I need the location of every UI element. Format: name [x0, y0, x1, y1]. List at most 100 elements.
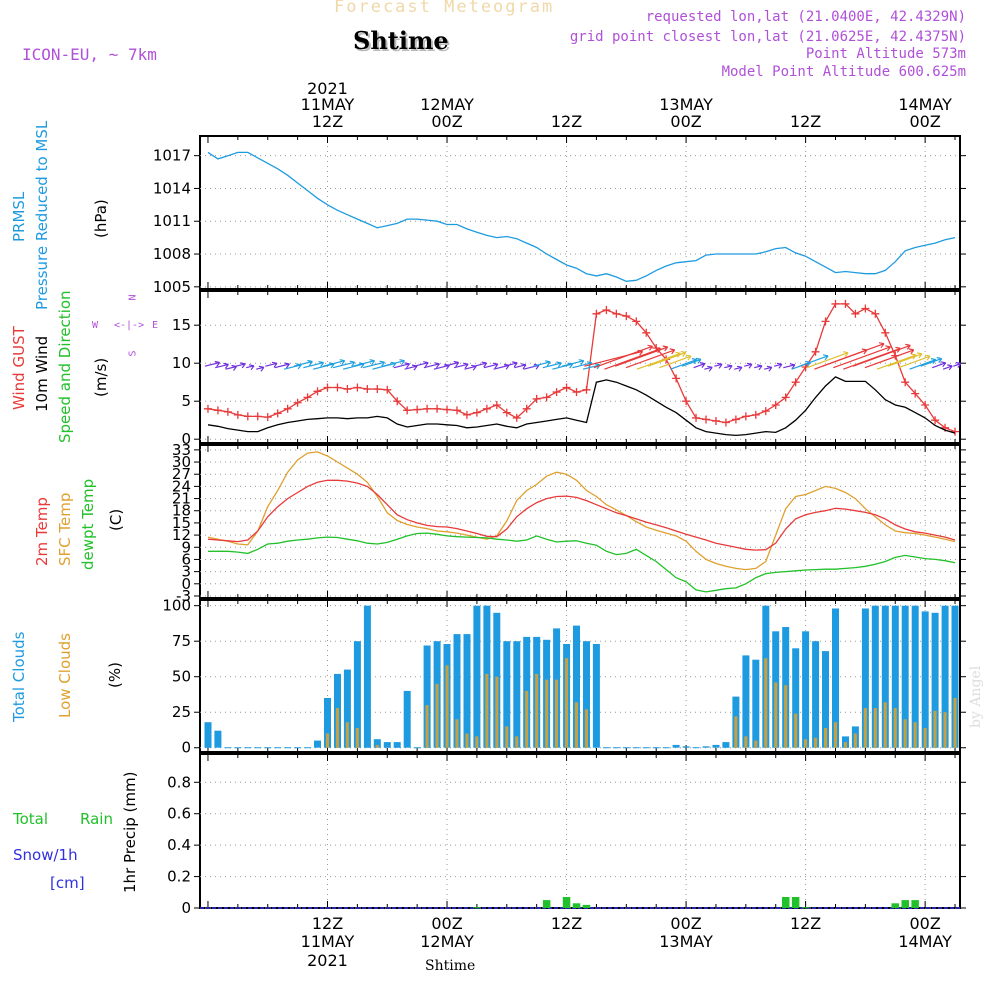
total-cloud-bar [702, 746, 710, 748]
y-tick-label: 0 [181, 575, 191, 593]
gust-marker [572, 388, 581, 397]
gust-marker [771, 401, 780, 409]
low-cloud-bar [953, 698, 957, 748]
low-cloud-bar [325, 733, 329, 748]
wind-direction-arrow [393, 362, 410, 369]
gust-marker [642, 328, 651, 337]
gust-marker [482, 404, 491, 413]
wind-direction-arrow [806, 351, 849, 369]
wind-direction-arrow [614, 345, 669, 367]
total-cloud-bar [672, 744, 680, 748]
y-tick-label: 21 [172, 490, 191, 508]
low-cloud-bar [485, 673, 489, 748]
bottom-tick-label: 12Z [312, 914, 343, 933]
rain-bar [572, 903, 581, 908]
compass-rose: W <-|-> E N S [92, 292, 158, 362]
snow-label: Snow/1h [13, 846, 78, 864]
wind-direction-arrow [382, 359, 405, 367]
wind-direction-arrow [864, 348, 915, 369]
model-label: ICON-EU, ~ 7km [22, 45, 157, 64]
y-tick-label: 27 [172, 465, 191, 483]
y-tick-label: 1008 [153, 245, 191, 263]
gust-marker [702, 415, 711, 424]
low-cloud-bar [734, 716, 738, 748]
total-cloud-bar [822, 651, 829, 748]
rain-bar [562, 897, 571, 908]
panel-frame [199, 753, 961, 909]
gust-marker [761, 407, 770, 416]
wind-direction-arrow [235, 362, 246, 369]
station-title: Shtime [353, 26, 449, 55]
gust-marker [323, 383, 332, 392]
low-cloud-bar [833, 722, 837, 748]
low-cloud-bar [435, 683, 439, 748]
low-cloud-bar [535, 673, 539, 748]
wind-direction-arrow [332, 360, 356, 369]
wind-direction-arrow [734, 365, 743, 372]
gust-marker [522, 404, 531, 413]
wind-direction-arrow [453, 362, 469, 369]
gust-marker [443, 405, 452, 414]
gust-marker [781, 393, 790, 402]
wind-direction-arrow [256, 365, 265, 372]
y-tick-label: 0.8 [167, 773, 191, 791]
gust-line [207, 303, 956, 433]
gust-marker [861, 304, 870, 313]
gust-marker [203, 404, 212, 413]
y-tick-label: 18 [172, 502, 191, 520]
wind-line [207, 376, 956, 437]
low-cloud-bar [565, 658, 569, 748]
total-cloud-bar [324, 698, 331, 748]
low-cloud-bar [883, 702, 887, 748]
y-tick-label: 1005 [153, 278, 191, 296]
total-cloud-bar [752, 659, 760, 748]
gust-marker [871, 309, 880, 318]
y-tick-label: 1011 [153, 212, 191, 230]
top-tick-label: 13MAY [659, 95, 713, 114]
total-cloud-bar [592, 644, 600, 748]
y-tick-label: 0 [181, 739, 191, 757]
total-cloud-bar [712, 744, 720, 748]
rain-bar [891, 903, 899, 908]
rain-label: Total [13, 810, 49, 828]
total-cloud-bar [931, 612, 939, 748]
low-cloud-bar [574, 702, 578, 748]
gust-marker [393, 397, 402, 406]
gust-marker [751, 410, 760, 419]
wind-direction-arrow [204, 360, 221, 367]
wind-direction-arrow [322, 359, 346, 367]
y-tick-label: 25 [172, 703, 191, 721]
low-cloud-bar [824, 727, 828, 748]
low-cloud-bar [893, 708, 897, 748]
y-tick-label: 50 [172, 668, 191, 686]
wind-direction-arrow [483, 362, 499, 369]
bottom-tick-label: 12Z [790, 914, 821, 933]
gust-marker [333, 383, 342, 392]
low-cloud-bar [923, 727, 927, 748]
gust-marker [303, 393, 312, 402]
wind-direction-arrow [670, 358, 698, 370]
wind-direction-arrow [833, 345, 891, 369]
top-tick-label: 12Z [312, 112, 343, 131]
wind-direction-arrow [953, 361, 962, 368]
low-cloud-bar [754, 740, 758, 748]
top-tick-label: 00Z [431, 112, 462, 131]
y-tick-label: 6 [181, 550, 191, 568]
low-cloud-bar [814, 737, 818, 748]
total-cloud-bar [403, 690, 411, 748]
gust-marker [353, 383, 362, 392]
y-tick-label: 100 [162, 597, 191, 615]
panel-frame [199, 135, 961, 290]
total-cloud-bar [393, 742, 401, 748]
total-cloud-bar [722, 742, 730, 748]
gust-marker [692, 413, 701, 422]
gust-marker [841, 299, 850, 308]
low-cloud-bar [455, 719, 459, 748]
low-cloud-bar [863, 708, 867, 748]
total-cloud-bar [911, 605, 919, 748]
total-cloud-bar [832, 608, 839, 748]
low-cloud-bar [903, 719, 907, 748]
y-tick-label: 1014 [153, 179, 191, 197]
snow-unit: [cm] [50, 874, 85, 892]
